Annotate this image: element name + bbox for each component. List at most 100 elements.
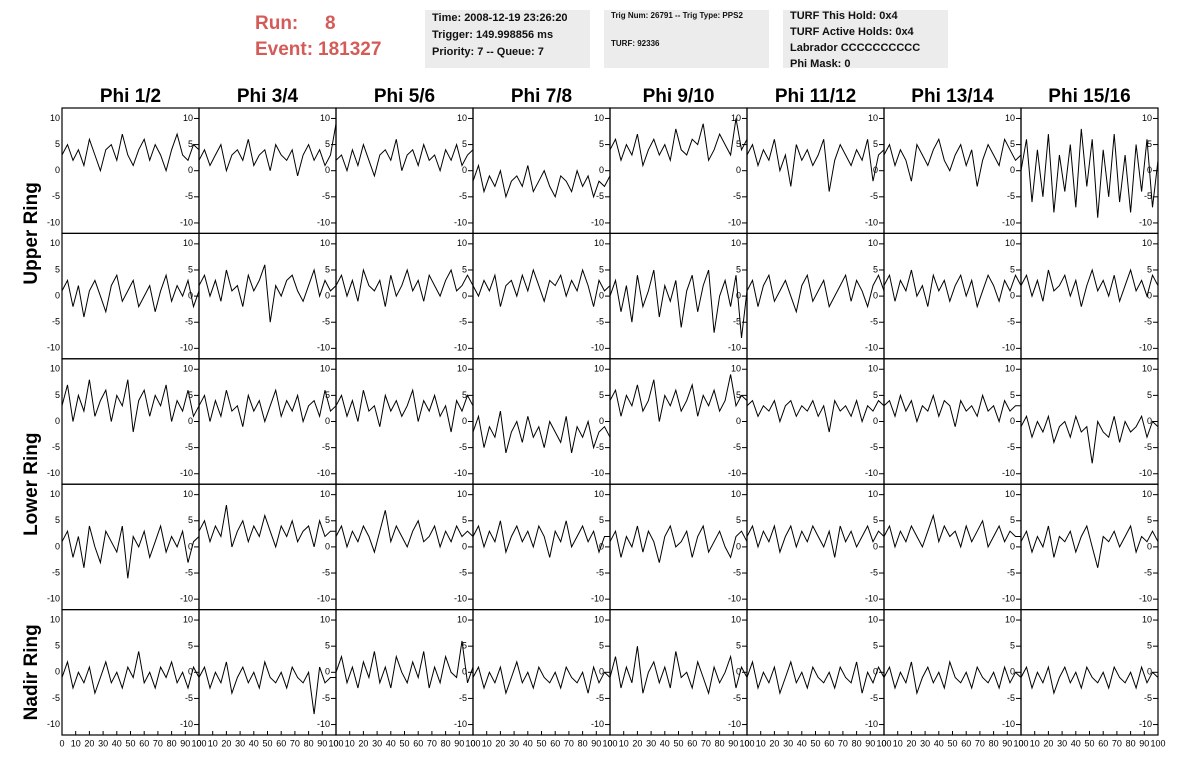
panel-frame	[746, 107, 885, 235]
panel-frame	[472, 483, 611, 611]
info-box	[425, 10, 590, 68]
y-tick-label: 10	[731, 113, 741, 123]
x-tick-label: 80	[852, 738, 862, 748]
y-tick-label: 0	[873, 290, 878, 300]
y-tick-label: -10	[180, 594, 193, 604]
y-tick-label: -10	[317, 468, 330, 478]
y-tick-label: 0	[736, 541, 741, 551]
y-tick-label: 0	[462, 667, 467, 677]
y-tick-label: 0	[55, 667, 60, 677]
y-tick-label: -10	[47, 719, 60, 729]
x-tick-label: 80	[715, 738, 725, 748]
panel-frame	[746, 358, 885, 485]
x-tick-label: 40	[1071, 738, 1081, 748]
y-tick-label: 5	[599, 515, 604, 525]
waveform	[198, 264, 337, 323]
y-tick-label: 5	[736, 515, 741, 525]
waveform	[883, 269, 1022, 309]
x-tick-label: 90	[317, 738, 327, 748]
x-tick-label: 70	[153, 738, 163, 748]
x-tick-label: 50	[262, 738, 272, 748]
waveform	[609, 524, 748, 563]
y-tick-label: 5	[599, 390, 604, 400]
y-tick-label: 10	[320, 489, 330, 499]
y-tick-label: 10	[1142, 614, 1152, 624]
y-tick-label: -10	[591, 594, 604, 604]
y-tick-label: 10	[594, 489, 604, 499]
y-tick-label: -5	[733, 567, 741, 577]
y-tick-label: -5	[870, 191, 878, 201]
info-text: TURF: 92336	[611, 39, 660, 48]
y-tick-label: -5	[733, 317, 741, 327]
waveform	[883, 393, 1021, 427]
x-tick-label: 10	[71, 738, 81, 748]
info-text: Time: 2008-12-19 23:26:20	[432, 12, 568, 24]
y-tick-label: -5	[322, 191, 330, 201]
y-tick-label: 0	[188, 667, 193, 677]
x-tick-label: 30	[783, 738, 793, 748]
y-tick-label: 0	[462, 416, 467, 426]
y-tick-label: -10	[1139, 594, 1152, 604]
x-tick-label: 100	[328, 738, 343, 748]
x-tick-label: 10	[1030, 738, 1040, 748]
x-tick-label: 100	[1013, 738, 1028, 748]
y-tick-label: 10	[50, 238, 60, 248]
y-tick-label: 10	[1142, 113, 1152, 123]
event-label: Event:	[255, 39, 313, 60]
y-tick-label: 10	[320, 113, 330, 123]
x-tick-label: 0	[607, 738, 612, 748]
y-tick-label: 0	[1010, 290, 1015, 300]
x-tick-label: 60	[276, 738, 286, 748]
x-tick-label: 70	[701, 738, 711, 748]
y-tick-label: 5	[55, 264, 60, 274]
y-tick-label: 0	[599, 667, 604, 677]
x-tick-label: 0	[470, 738, 475, 748]
x-tick-label: 100	[739, 738, 754, 748]
y-tick-label: -5	[459, 191, 467, 201]
y-tick-label: -5	[733, 693, 741, 703]
y-tick-label: 5	[188, 390, 193, 400]
waveform	[198, 388, 337, 427]
y-tick-label: 10	[457, 113, 467, 123]
x-tick-label: 90	[180, 738, 190, 748]
y-tick-label: 10	[594, 364, 604, 374]
waveform	[472, 660, 611, 696]
x-tick-label: 100	[1150, 738, 1165, 748]
y-tick-label: 0	[55, 416, 60, 426]
y-tick-label: -10	[180, 217, 193, 227]
y-tick-label: -10	[180, 468, 193, 478]
column-title: Phi 5/6	[374, 86, 435, 107]
x-tick-label: 70	[290, 738, 300, 748]
y-tick-label: 0	[188, 290, 193, 300]
y-tick-label: 0	[599, 290, 604, 300]
y-tick-label: -5	[52, 191, 60, 201]
y-tick-label: -10	[591, 343, 604, 353]
waveform	[61, 524, 200, 579]
y-tick-label: -5	[1007, 693, 1015, 703]
panel-frame	[198, 358, 337, 485]
y-tick-label: 5	[1147, 139, 1152, 149]
y-tick-label: 0	[1010, 541, 1015, 551]
x-tick-label: 40	[249, 738, 259, 748]
y-tick-label: -5	[1007, 317, 1015, 327]
y-tick-label: -10	[591, 468, 604, 478]
y-tick-label: 10	[731, 614, 741, 624]
panel-frame	[61, 232, 200, 360]
waveform	[198, 660, 336, 715]
y-tick-label: 0	[1147, 541, 1152, 551]
waveform	[746, 139, 885, 192]
y-tick-label: 10	[1005, 238, 1015, 248]
waveform	[472, 410, 611, 454]
y-tick-label: 5	[736, 139, 741, 149]
y-tick-label: 10	[731, 364, 741, 374]
y-tick-label: -10	[728, 719, 741, 729]
y-tick-label: 5	[736, 390, 741, 400]
y-tick-label: -10	[865, 343, 878, 353]
x-tick-label: 60	[687, 738, 697, 748]
x-tick-label: 30	[1057, 738, 1067, 748]
waveform	[1020, 128, 1159, 218]
panel-frame	[335, 107, 474, 235]
row-label: Lower Ring	[21, 432, 42, 535]
panel-frame	[472, 232, 611, 360]
y-tick-label: 5	[188, 264, 193, 274]
